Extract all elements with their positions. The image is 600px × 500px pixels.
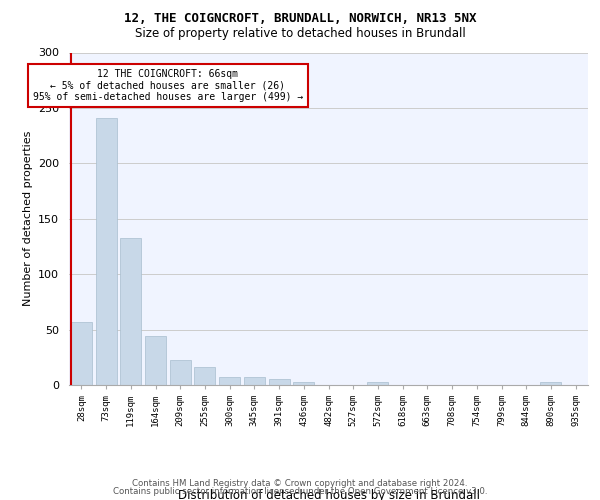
Bar <box>244 377 265 385</box>
Bar <box>145 336 166 385</box>
Bar <box>269 380 290 385</box>
Text: 12, THE COIGNCROFT, BRUNDALL, NORWICH, NR13 5NX: 12, THE COIGNCROFT, BRUNDALL, NORWICH, N… <box>124 12 476 26</box>
Bar <box>219 377 240 385</box>
Bar <box>541 382 562 385</box>
Text: 12 THE COIGNCROFT: 66sqm
← 5% of detached houses are smaller (26)
95% of semi-de: 12 THE COIGNCROFT: 66sqm ← 5% of detache… <box>33 69 303 102</box>
Y-axis label: Number of detached properties: Number of detached properties <box>23 131 32 306</box>
Text: Contains public sector information licensed under the Open Government Licence v3: Contains public sector information licen… <box>113 487 487 496</box>
Text: Size of property relative to detached houses in Brundall: Size of property relative to detached ho… <box>134 28 466 40</box>
Bar <box>120 238 141 385</box>
Bar <box>170 360 191 385</box>
Bar <box>95 118 116 385</box>
Bar <box>71 322 92 385</box>
X-axis label: Distribution of detached houses by size in Brundall: Distribution of detached houses by size … <box>178 489 479 500</box>
Bar <box>293 382 314 385</box>
Bar <box>367 382 388 385</box>
Text: Contains HM Land Registry data © Crown copyright and database right 2024.: Contains HM Land Registry data © Crown c… <box>132 478 468 488</box>
Bar <box>194 368 215 385</box>
